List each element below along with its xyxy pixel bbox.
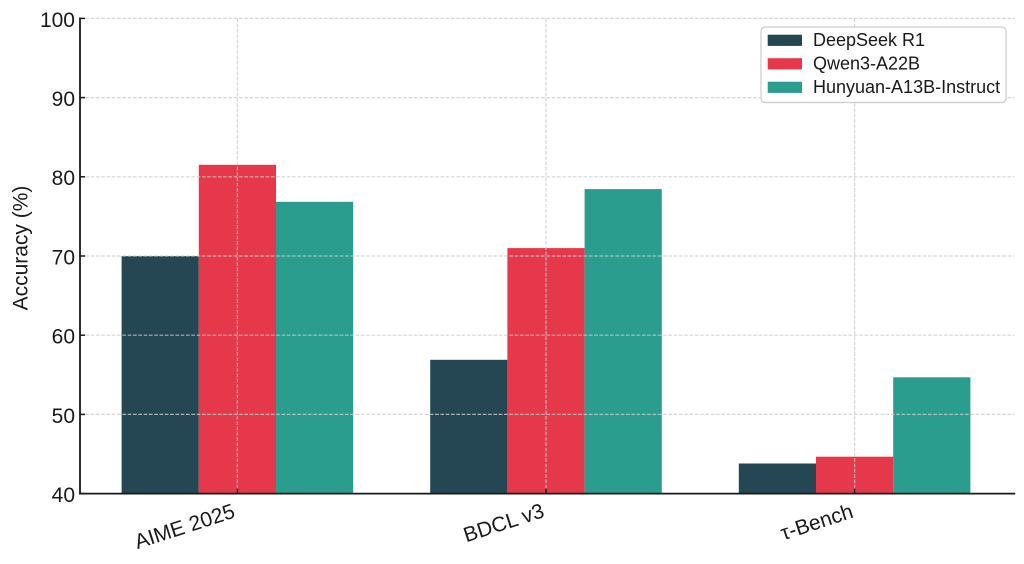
svg-text:100: 100 [40,9,75,32]
svg-text:50: 50 [52,405,75,428]
svg-text:DeepSeek R1: DeepSeek R1 [813,30,925,50]
svg-text:Accuracy (%): Accuracy (%) [10,186,33,311]
svg-text:40: 40 [52,484,75,507]
svg-text:Hunyuan-A13B-Instruct: Hunyuan-A13B-Instruct [813,77,1000,97]
svg-text:70: 70 [52,246,75,269]
svg-text:Qwen3-A22B: Qwen3-A22B [813,53,920,73]
svg-text:60: 60 [52,326,75,349]
svg-text:90: 90 [52,88,75,111]
svg-text:80: 80 [52,167,75,190]
